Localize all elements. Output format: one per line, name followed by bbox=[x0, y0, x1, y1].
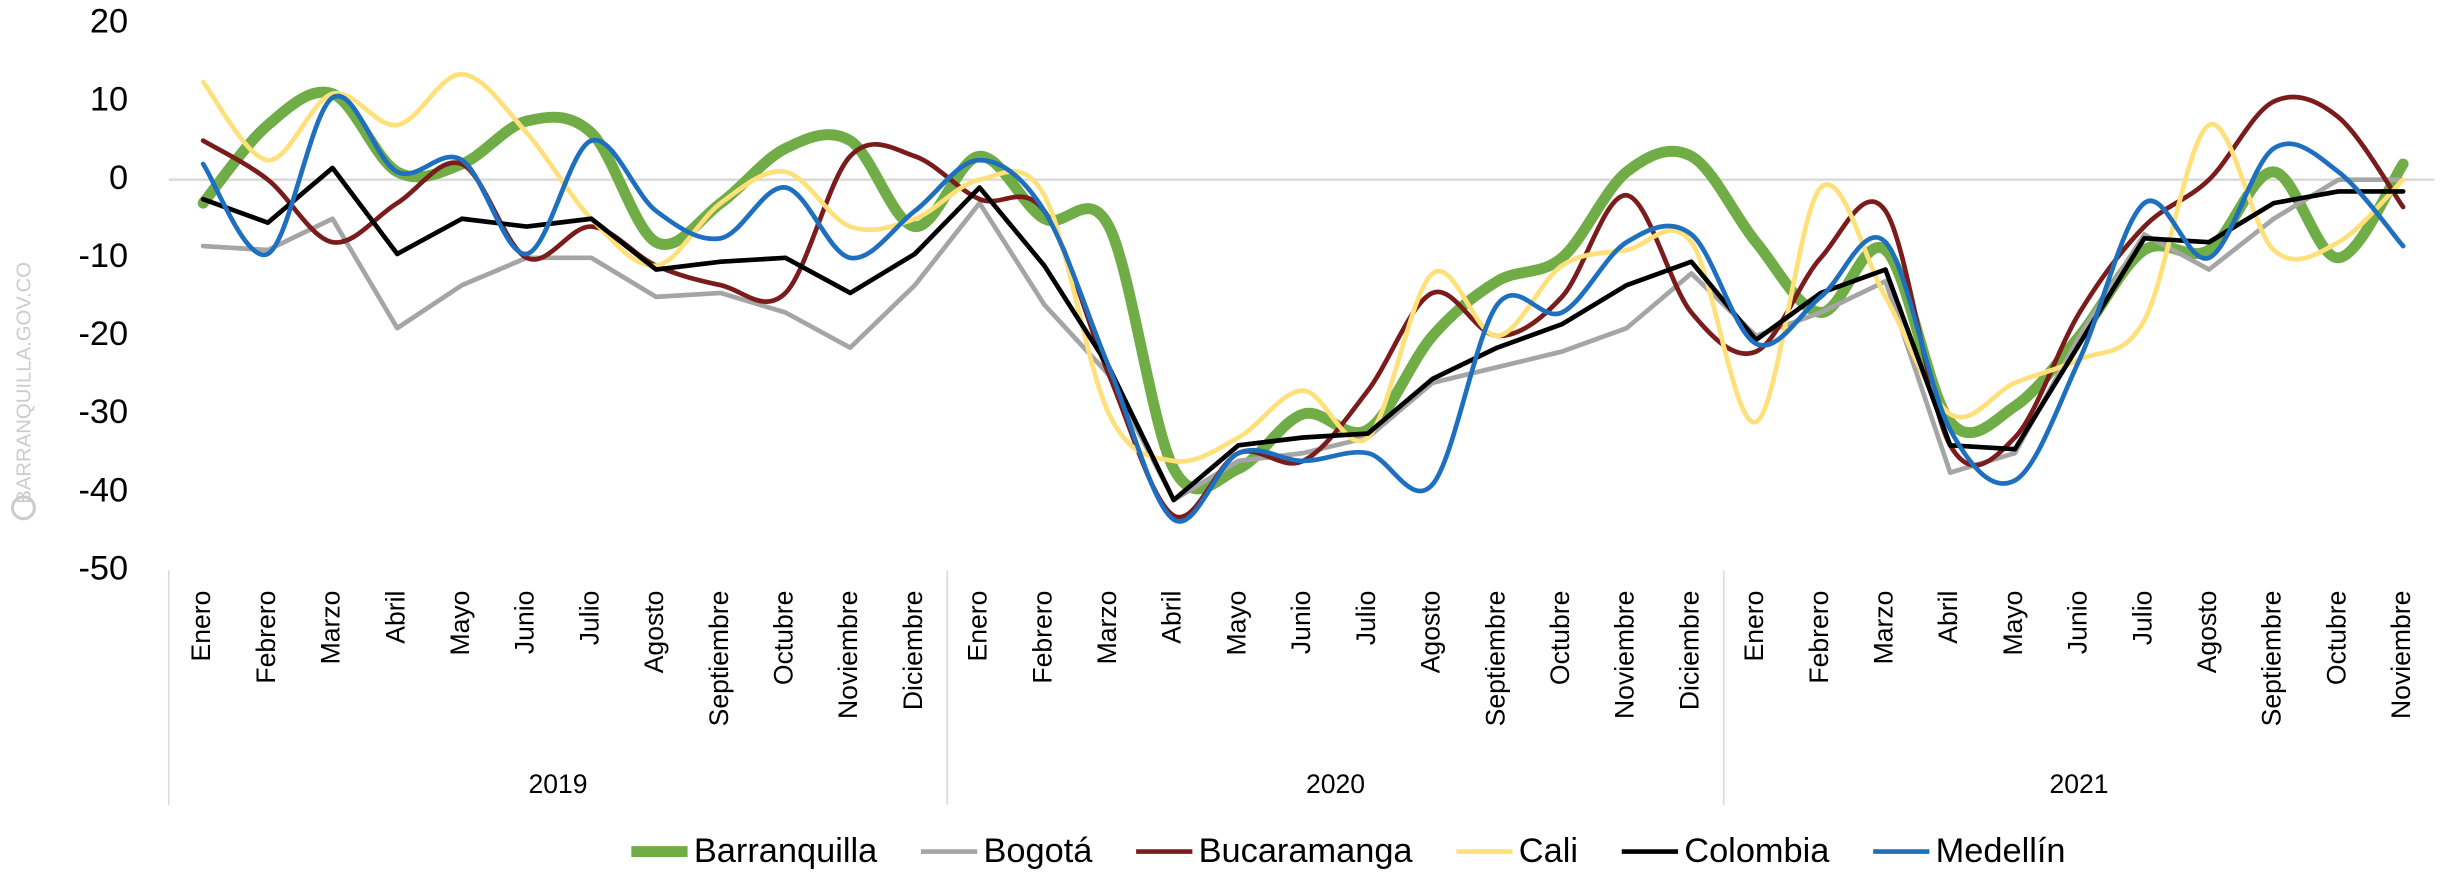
x-tick-label: Junio bbox=[1286, 591, 1316, 654]
x-tick-label: Agosto bbox=[2192, 591, 2222, 674]
x-tick-label: Marzo bbox=[316, 591, 346, 665]
x-tick-label: Marzo bbox=[1868, 591, 1898, 665]
x-tick-label: Octubre bbox=[2321, 591, 2351, 685]
x-tick-label: Julio bbox=[574, 591, 604, 646]
x-tick-label: Febrero bbox=[1027, 591, 1057, 684]
x-tick-label: Abril bbox=[1157, 591, 1187, 644]
x-tick-label: Junio bbox=[2063, 591, 2093, 654]
x-group-label: 2020 bbox=[1306, 769, 1365, 799]
y-tick-label: -10 bbox=[78, 237, 128, 275]
x-tick-label: Septiembre bbox=[704, 591, 734, 727]
x-tick-label: Mayo bbox=[1998, 591, 2028, 656]
series-line bbox=[200, 93, 2406, 524]
x-tick-label: Junio bbox=[510, 591, 540, 654]
x-tick-label: Agosto bbox=[1416, 591, 1446, 674]
y-tick-label: 20 bbox=[90, 3, 128, 41]
x-tick-label: Enero bbox=[963, 591, 993, 662]
x-tick-label: Enero bbox=[186, 591, 216, 662]
x-tick-label: Noviembre bbox=[1610, 591, 1640, 719]
x-tick-label: Septiembre bbox=[2257, 591, 2287, 727]
y-tick-label: -40 bbox=[78, 471, 128, 509]
x-tick-label: Enero bbox=[1739, 591, 1769, 662]
x-tick-label: Noviembre bbox=[2386, 591, 2416, 719]
x-tick-label: Mayo bbox=[445, 591, 475, 656]
x-tick-label: Octubre bbox=[1545, 591, 1575, 685]
watermark: BARRANQUILLA.GOV.CO bbox=[13, 262, 35, 504]
legend-label: Bogotá bbox=[983, 832, 1093, 870]
x-tick-label: Noviembre bbox=[833, 591, 863, 719]
legend-label: Medellín bbox=[1936, 832, 2066, 870]
legend-label: Colombia bbox=[1684, 832, 1830, 870]
watermark-logo bbox=[10, 495, 36, 521]
legend-label: Cali bbox=[1519, 832, 1578, 870]
series-line bbox=[197, 86, 2409, 495]
legend: Barranquilla Bogotá Bucaramanga Cali Colombi… bbox=[631, 832, 2066, 870]
series-line bbox=[200, 165, 2406, 503]
legend-label: Barranquilla bbox=[694, 832, 878, 870]
legend-label: Bucaramanga bbox=[1199, 832, 1414, 870]
x-tick-label: Agosto bbox=[639, 591, 669, 674]
x-tick-label: Marzo bbox=[1092, 591, 1122, 665]
y-tick-label: -30 bbox=[78, 393, 128, 431]
x-tick-label: Febrero bbox=[251, 591, 281, 684]
x-group-label: 2019 bbox=[528, 769, 587, 799]
x-tick-label: Julio bbox=[1351, 591, 1381, 646]
y-tick-label: 0 bbox=[109, 159, 128, 197]
series-line bbox=[200, 71, 2406, 464]
y-tick-label: -20 bbox=[78, 315, 128, 353]
y-tick-label: -50 bbox=[78, 549, 128, 587]
x-group-label: 2021 bbox=[2050, 769, 2109, 799]
x-tick-label: Octubre bbox=[768, 591, 798, 685]
x-tick-label: Diciembre bbox=[898, 591, 928, 711]
x-tick-label: Abril bbox=[380, 591, 410, 644]
x-tick-label: Julio bbox=[2127, 591, 2157, 646]
x-tick-label: Septiembre bbox=[1480, 591, 1510, 727]
x-tick-label: Diciembre bbox=[1674, 591, 1704, 711]
x-tick-label: Febrero bbox=[1804, 591, 1834, 684]
x-tick-label: Mayo bbox=[1221, 591, 1251, 656]
x-tick-label: Abril bbox=[1933, 591, 1963, 644]
y-tick-label: 10 bbox=[90, 81, 128, 119]
